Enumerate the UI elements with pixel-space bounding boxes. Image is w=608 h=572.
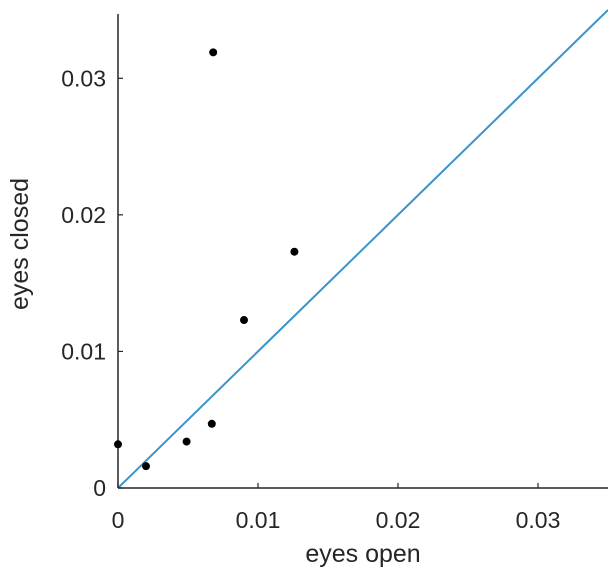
y-tick-label: 0.01 [61, 338, 106, 364]
data-point [240, 316, 248, 325]
y-tick-label: 0.02 [61, 202, 106, 228]
data-point [209, 48, 218, 57]
x-tick-label: 0.01 [236, 507, 281, 533]
diagonal-reference-line [117, 9, 608, 489]
y-axis-label: eyes closed [6, 178, 34, 310]
x-ticks: 0 0.01 0.02 0.03 [112, 483, 561, 533]
x-axis-label: eyes open [305, 540, 420, 568]
data-point [114, 440, 122, 449]
data-point [290, 247, 299, 256]
x-tick-label: 0.02 [376, 507, 421, 533]
x-tick-label: 0.03 [516, 507, 561, 533]
y-tick-label: 0.03 [61, 65, 106, 91]
y-tick-label: 0 [93, 475, 106, 501]
data-points [114, 48, 299, 471]
y-ticks: 0 0.01 0.02 0.03 [61, 65, 123, 501]
reference-line-layer [117, 9, 608, 489]
data-point [142, 462, 150, 471]
data-point [182, 437, 191, 446]
data-point [207, 419, 216, 428]
x-tick-label: 0 [112, 507, 125, 533]
axes [117, 14, 608, 489]
